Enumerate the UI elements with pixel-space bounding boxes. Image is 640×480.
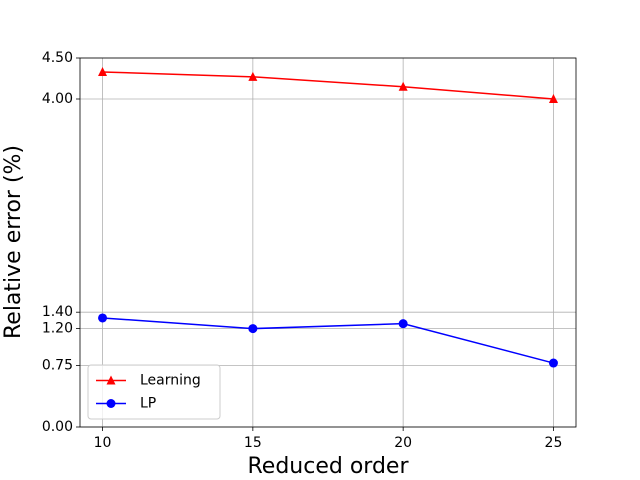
- y-tick-label: 1.20: [42, 321, 73, 337]
- y-tick-label: 1.40: [42, 304, 73, 320]
- marker: [548, 94, 558, 103]
- axes-frame: [79, 57, 577, 428]
- x-tick-label: 20: [394, 435, 412, 451]
- series-line: [102, 317, 554, 364]
- marker: [98, 313, 108, 323]
- marker: [106, 399, 116, 408]
- x-axis-label: Reduced order: [248, 454, 410, 479]
- y-tick-label: 0.75: [42, 358, 73, 374]
- plot-area: [98, 66, 558, 368]
- marker: [248, 324, 258, 334]
- x-tick-label: 10: [94, 435, 112, 451]
- legend-label: Learning: [140, 373, 201, 389]
- x-tick-label: 15: [244, 435, 262, 451]
- y-tick-label: 4.00: [42, 91, 73, 107]
- marker: [248, 71, 258, 81]
- marker: [548, 358, 558, 368]
- marker: [398, 81, 408, 91]
- marker: [398, 319, 408, 329]
- marker: [106, 375, 116, 385]
- y-tick-label: 0.00: [42, 419, 73, 435]
- y-axis-label: Relative error (%): [1, 145, 26, 339]
- x-tick-label: 25: [545, 435, 563, 451]
- series-line: [102, 71, 554, 100]
- y-tick-label: 4.50: [42, 50, 73, 66]
- marker: [98, 66, 108, 76]
- legend-box: [87, 364, 221, 420]
- legend-label: LP: [140, 396, 156, 412]
